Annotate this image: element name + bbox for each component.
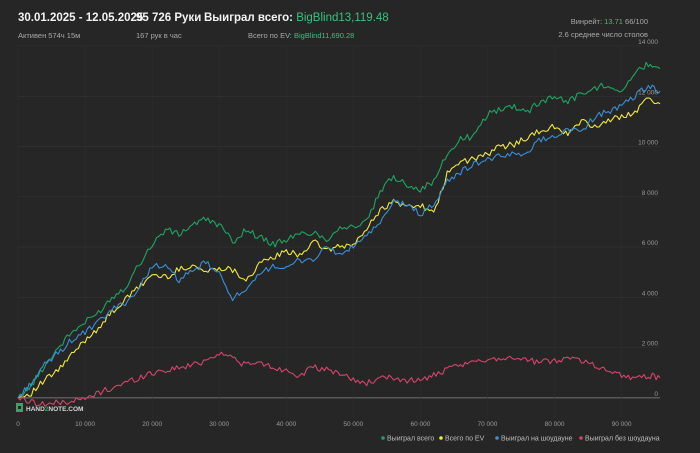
series-line — [17, 351, 661, 407]
x-tick-label: 40 000 — [276, 421, 296, 428]
won-total-label: Выиграл всего: — [204, 12, 293, 24]
won-total-summary: Выиграл всего: BigBlind13,119.48 — [204, 12, 389, 24]
x-tick-label: 80 000 — [545, 421, 565, 428]
y-tick-label: 12 000 — [638, 89, 658, 96]
chart-legend: Выиграл всего Всего по EV Выиграл на шоуда… — [381, 435, 660, 443]
x-tick-label: 50 000 — [343, 421, 363, 428]
x-tick-label: 60 000 — [410, 421, 430, 428]
hands-count: 95 726 Руки — [136, 12, 202, 24]
y-tick-label: 10 000 — [638, 140, 658, 147]
hands-per-hour: 167 рук в час — [136, 31, 182, 40]
chart-series-lines — [17, 61, 661, 407]
y-tick-label: 6 000 — [642, 240, 659, 247]
ev-total-label: Всего по EV: — [248, 31, 292, 40]
x-tick-label: 90 000 — [612, 421, 632, 428]
won-total-value: BigBlind13,119.48 — [296, 12, 389, 24]
y-axis: 14 000 12 000 10 000 8 000 6 000 4 000 2 000 0 — [638, 39, 658, 398]
y-tick-label: 2 000 — [642, 341, 659, 348]
legend-marker — [495, 436, 499, 440]
logo-mark-inner — [18, 406, 21, 409]
x-tick-label: 30 000 — [209, 421, 229, 428]
hand2note-logo: HAND2NOTE.COM — [16, 403, 83, 413]
logo-text-right: NOTE.COM — [48, 406, 83, 413]
series-line — [17, 61, 661, 399]
logo-text-mid: 2 — [45, 406, 49, 413]
report-header: 30.01.2025 - 12.05.2025 Активен 574ч 15м… — [0, 0, 700, 44]
winrate-summary: Винрейт: 13.71 66/100 — [571, 17, 648, 26]
y-tick-label: 14 000 — [638, 39, 658, 46]
winrate-value: 13.71 — [604, 17, 623, 26]
legend-marker — [381, 436, 385, 440]
date-range: 30.01.2025 - 12.05.2025 — [18, 12, 144, 24]
avg-tables: 2.6 среднее число столов — [558, 30, 648, 39]
logo-text: HAND2NOTE.COM — [26, 406, 83, 413]
x-axis: 0 10 000 20 000 30 000 40 000 50 000 60 000 70 … — [16, 421, 632, 428]
legend-label: Выиграл без шоудауна — [585, 435, 660, 443]
chart-grid — [17, 45, 660, 418]
legend-label: Выиграл на шоудауне — [501, 436, 573, 443]
y-tick-label: 4 000 — [642, 290, 659, 297]
ev-total-summary: Всего по EV: BigBlind11,690.28 — [248, 31, 354, 40]
legend-marker — [579, 436, 583, 440]
winrate-label: Винрейт: — [570, 17, 603, 26]
x-tick-label: 10 000 — [75, 421, 95, 428]
legend-marker — [439, 436, 443, 440]
ev-total-value: BigBlind11,690.28 — [293, 31, 355, 40]
active-time: Активен 574ч 15м — [18, 31, 81, 40]
legend-label: Выиграл всего — [387, 436, 434, 443]
series-line — [17, 97, 661, 399]
y-tick-label: 8 000 — [642, 190, 659, 197]
x-tick-label: 70 000 — [478, 421, 498, 428]
logo-text-left: HAND — [26, 406, 45, 413]
x-tick-label: 0 — [16, 421, 20, 428]
y-tick-label: 0 — [654, 391, 658, 398]
x-tick-label: 20 000 — [142, 421, 162, 428]
series-line — [17, 84, 661, 399]
legend-label: Всего по EV — [445, 436, 485, 443]
winrate-suffix: 66/100 — [625, 17, 648, 26]
